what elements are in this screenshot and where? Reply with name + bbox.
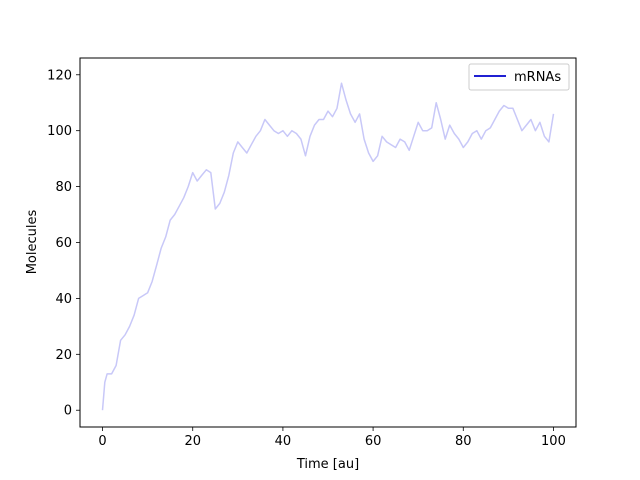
y-axis: 0 20 40 60 80 100 120	[47, 68, 80, 419]
y-tick-label: 80	[55, 180, 72, 195]
x-tick-label: 80	[455, 434, 472, 449]
plot-background	[80, 58, 576, 427]
y-tick-label: 20	[55, 348, 72, 363]
y-tick-label: 120	[47, 68, 72, 83]
x-tick-label: 60	[365, 434, 382, 449]
y-tick-label: 40	[55, 292, 72, 307]
y-axis-label: Molecules	[25, 210, 40, 275]
legend-box	[468, 63, 570, 91]
legend-label-mrnas: mRNAs	[514, 70, 561, 85]
x-tick-label: 100	[541, 434, 566, 449]
y-tick-label: 100	[47, 124, 72, 139]
plot-area	[79, 57, 577, 428]
series-layer	[101, 82, 555, 411]
x-axis-label: Time [au]	[296, 457, 359, 472]
x-tick-label: 0	[98, 434, 106, 449]
series-line-mrnas	[101, 82, 555, 411]
y-tick-label: 60	[55, 236, 72, 251]
x-tick-label: 40	[275, 434, 292, 449]
x-axis: 0 20 40 60 80 100	[98, 427, 566, 449]
y-tick-label: 0	[64, 404, 72, 419]
legend: mRNAs	[468, 63, 570, 91]
x-tick-label: 20	[184, 434, 201, 449]
